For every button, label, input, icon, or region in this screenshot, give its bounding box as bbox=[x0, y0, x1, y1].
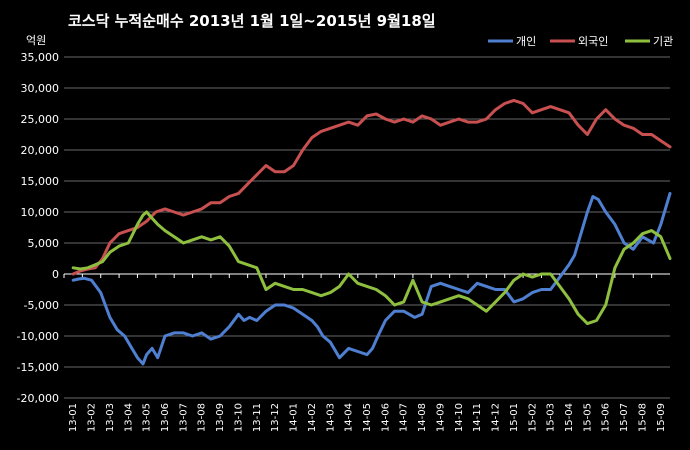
y-tick-label: -20,000 bbox=[17, 392, 59, 405]
x-axis-ticks: 13-01 13-02 13-03 13-04 13-05 13-06 13-07 13-08… bbox=[63, 274, 667, 432]
x-tick-label: 15-03 bbox=[546, 403, 557, 432]
x-tick-label: 13-05 bbox=[142, 403, 153, 432]
series-lines bbox=[71, 98, 672, 366]
x-tick-label: 14-12 bbox=[491, 403, 502, 432]
x-tick-label: 13-07 bbox=[178, 403, 189, 432]
x-tick-label: 14-07 bbox=[399, 403, 410, 432]
y-tick-label: 15,000 bbox=[21, 175, 60, 188]
x-tick-label: 15-07 bbox=[619, 403, 630, 432]
x-tick-label: 13-04 bbox=[123, 403, 134, 432]
y-axis-ticks: 35,000 30,000 25,000 20,000 15,000 10,000 5,00… bbox=[17, 51, 59, 405]
legend: 개인 외국인 기관 bbox=[488, 35, 673, 48]
series-line-기관 bbox=[71, 210, 672, 326]
legend-label: 외국인 bbox=[578, 35, 608, 48]
x-tick-label: 13-08 bbox=[197, 403, 208, 432]
x-tick-label: 14-11 bbox=[472, 403, 483, 432]
unit-label: 억원 bbox=[26, 34, 46, 47]
y-tick-label: -15,000 bbox=[17, 361, 59, 374]
x-tick-label: 15-08 bbox=[637, 403, 648, 432]
x-tick-label: 13-02 bbox=[87, 403, 98, 432]
y-tick-label: 20,000 bbox=[21, 144, 60, 157]
x-tick-label: 15-06 bbox=[601, 403, 612, 432]
x-tick-label: 15-04 bbox=[564, 403, 575, 432]
x-tick-label: 13-10 bbox=[233, 403, 244, 432]
x-tick-label: 15-05 bbox=[582, 403, 593, 432]
legend-label: 기관 bbox=[653, 35, 673, 48]
chart-title: 코스닥 누적순매수 2013년 1월 1일~2015년 9월18일 bbox=[68, 12, 436, 30]
x-tick-label: 13-03 bbox=[105, 403, 116, 432]
gridlines bbox=[64, 56, 670, 399]
y-tick-label: 10,000 bbox=[21, 206, 60, 219]
y-tick-label: 30,000 bbox=[21, 82, 60, 95]
y-tick-label: 0 bbox=[52, 268, 59, 281]
x-tick-label: 14-05 bbox=[362, 403, 373, 432]
x-tick-label: 13-09 bbox=[215, 403, 226, 432]
x-tick-label: 14-10 bbox=[454, 403, 465, 432]
y-tick-label: 5,000 bbox=[28, 237, 60, 250]
y-tick-label: 35,000 bbox=[21, 51, 60, 64]
legend-label: 개인 bbox=[516, 35, 536, 48]
series-line-외국인 bbox=[71, 98, 672, 276]
y-tick-label: 25,000 bbox=[21, 113, 60, 126]
x-tick-label: 14-09 bbox=[435, 403, 446, 432]
x-tick-label: 14-03 bbox=[325, 403, 336, 432]
x-tick-label: 15-09 bbox=[656, 403, 667, 432]
x-tick-label: 14-04 bbox=[344, 403, 355, 432]
y-tick-label: -10,000 bbox=[17, 330, 59, 343]
x-tick-label: 14-06 bbox=[380, 403, 391, 432]
x-tick-label: 15-02 bbox=[527, 403, 538, 432]
x-tick-label: 14-02 bbox=[307, 403, 318, 432]
x-tick-label: 14-08 bbox=[417, 403, 428, 432]
series-line-개인 bbox=[71, 191, 672, 366]
x-tick-label: 13-06 bbox=[160, 403, 171, 432]
x-tick-label: 13-11 bbox=[252, 403, 263, 432]
x-tick-label: 13-01 bbox=[68, 403, 79, 432]
x-tick-label: 15-01 bbox=[509, 403, 520, 432]
x-tick-label: 13-12 bbox=[270, 403, 281, 432]
y-tick-label: -5,000 bbox=[24, 299, 59, 312]
x-tick-label: 14-01 bbox=[289, 403, 300, 432]
